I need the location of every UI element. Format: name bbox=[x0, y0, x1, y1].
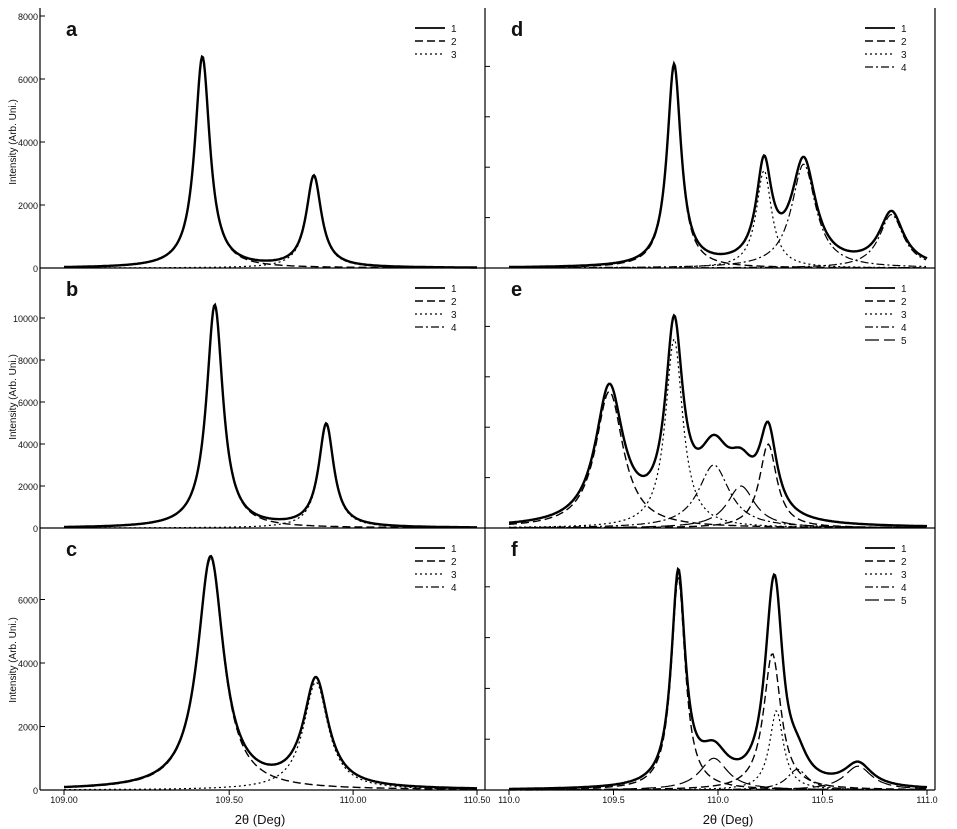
y-tick-label-a-1: 2000 bbox=[18, 201, 38, 211]
legend-label-b-2: 2 bbox=[451, 297, 457, 308]
legend-label-e-4: 4 bbox=[901, 323, 907, 334]
component-curve-e-3 bbox=[509, 485, 926, 529]
component-curve-d-0 bbox=[509, 66, 926, 269]
legend-label-d-3: 3 bbox=[901, 50, 907, 61]
component-curve-c-0 bbox=[63, 557, 477, 790]
x-right-tick-label-4: 111.0 bbox=[916, 795, 937, 805]
component-curve-a-1 bbox=[64, 176, 477, 269]
total-curve-c bbox=[64, 554, 477, 790]
component-curve-e-4 bbox=[509, 443, 926, 529]
total-curve-e bbox=[508, 313, 927, 528]
x-left-tick-label-3: 110.50 bbox=[464, 795, 491, 805]
y-tick-label-c-0: 0 bbox=[33, 786, 38, 796]
x-left-tick-label-2: 110.00 bbox=[340, 795, 367, 805]
legend-label-b-4: 4 bbox=[451, 323, 457, 334]
component-curve-f-2 bbox=[509, 653, 926, 791]
panel-label-c: c bbox=[66, 539, 77, 561]
legend-label-d-4: 4 bbox=[901, 63, 907, 74]
legend-label-f-1: 1 bbox=[901, 544, 907, 555]
legend-label-d-1: 1 bbox=[901, 24, 907, 35]
legend-label-c-2: 2 bbox=[451, 557, 457, 568]
y-axis-label-a: Intensity (Arb. Uni.) bbox=[8, 99, 19, 185]
legend-label-c-4: 4 bbox=[451, 583, 457, 594]
y-tick-label-b-1: 2000 bbox=[18, 482, 38, 492]
panels: a 0 2000 4000 6000 8000 1 2 3 b 0 2000 4000 6000 8000 1… bbox=[13, 8, 936, 796]
panel-e: e 1 2 3 4 5 bbox=[484, 268, 936, 529]
right-x-axis-label: 2θ (Deg) bbox=[703, 812, 754, 827]
y-tick-label-a-0: 0 bbox=[33, 264, 38, 274]
y-tick-label-b-5: 10000 bbox=[13, 314, 38, 324]
legend-label-e-2: 2 bbox=[901, 297, 907, 308]
y-tick-label-c-3: 6000 bbox=[18, 596, 38, 606]
y-axis-label-c: Intensity (Arb. Uni.) bbox=[8, 617, 19, 703]
x-right-tick-label-2: 110.0 bbox=[707, 795, 729, 805]
y-tick-label-b-4: 8000 bbox=[18, 356, 38, 366]
panel-label-f: f bbox=[511, 539, 518, 561]
legend-label-f-5: 5 bbox=[901, 596, 907, 607]
legend-label-f-4: 4 bbox=[901, 583, 907, 594]
component-curve-e-2 bbox=[509, 464, 926, 529]
panel-a: a 0 2000 4000 6000 8000 1 2 3 bbox=[18, 8, 485, 274]
legend-label-c-1: 1 bbox=[451, 544, 457, 555]
panel-label-e: e bbox=[511, 279, 522, 301]
y-tick-label-c-1: 2000 bbox=[18, 723, 38, 733]
y-tick-label-b-2: 4000 bbox=[18, 440, 38, 450]
component-curve-b-0 bbox=[64, 306, 477, 529]
y-tick-label-a-2: 4000 bbox=[18, 138, 38, 148]
legend-label-f-3: 3 bbox=[901, 570, 907, 581]
x-right-tick-label-0: 110.0 bbox=[498, 795, 520, 805]
legend-label-a-1: 1 bbox=[451, 24, 457, 35]
total-curve-b bbox=[64, 302, 477, 529]
component-curve-b-1 bbox=[64, 424, 477, 529]
legend-label-d-2: 2 bbox=[901, 37, 907, 48]
panel-label-d: d bbox=[511, 19, 523, 41]
panel-c: c 0 2000 4000 6000 1 2 3 4 bbox=[18, 528, 485, 796]
x-axis-right: 110.0 109.5 110.0 110.5 111.0 bbox=[498, 790, 938, 805]
total-curve-a bbox=[64, 54, 477, 269]
legend-label-c-3: 3 bbox=[451, 570, 457, 581]
legend-label-b-1: 1 bbox=[451, 284, 457, 295]
y-axis-label-b: Intensity (Arb. Uni.) bbox=[8, 354, 19, 440]
legend-label-a-2: 2 bbox=[451, 37, 457, 48]
legend-label-e-3: 3 bbox=[901, 310, 907, 321]
legend-label-a-3: 3 bbox=[451, 50, 457, 61]
total-curve-f bbox=[509, 566, 928, 791]
y-tick-label-c-2: 4000 bbox=[18, 659, 38, 669]
y-tick-label-b-0: 0 bbox=[33, 524, 38, 534]
x-left-tick-label-0: 109.00 bbox=[50, 795, 78, 805]
legend-label-b-3: 3 bbox=[451, 310, 457, 321]
component-curve-d-3 bbox=[509, 213, 927, 269]
total-curve-d bbox=[509, 60, 928, 269]
x-left-tick-label-1: 109.50 bbox=[215, 795, 243, 805]
panel-d: d 1 2 3 4 bbox=[484, 8, 936, 269]
legend-label-f-2: 2 bbox=[901, 557, 907, 568]
panel-label-b: b bbox=[66, 279, 78, 301]
panel-f: f 1 2 3 4 5 bbox=[484, 528, 936, 791]
legend-label-e-1: 1 bbox=[901, 284, 907, 295]
y-tick-label-a-3: 6000 bbox=[18, 75, 38, 85]
panel-b: b 0 2000 4000 6000 8000 10000 1 2 3 4 bbox=[13, 268, 485, 534]
y-tick-label-a-4: 8000 bbox=[18, 12, 38, 22]
left-x-axis-label: 2θ (Deg) bbox=[235, 812, 286, 827]
component-curve-f-5 bbox=[509, 765, 926, 791]
legend-label-e-5: 5 bbox=[901, 336, 907, 347]
x-right-tick-label-3: 110.5 bbox=[812, 795, 834, 805]
x-axis-left: 109.00 109.50 110.00 110.50 bbox=[50, 790, 490, 805]
panel-label-a: a bbox=[66, 19, 78, 41]
y-tick-label-b-3: 6000 bbox=[18, 398, 38, 408]
x-right-tick-label-1: 109.5 bbox=[602, 795, 625, 805]
